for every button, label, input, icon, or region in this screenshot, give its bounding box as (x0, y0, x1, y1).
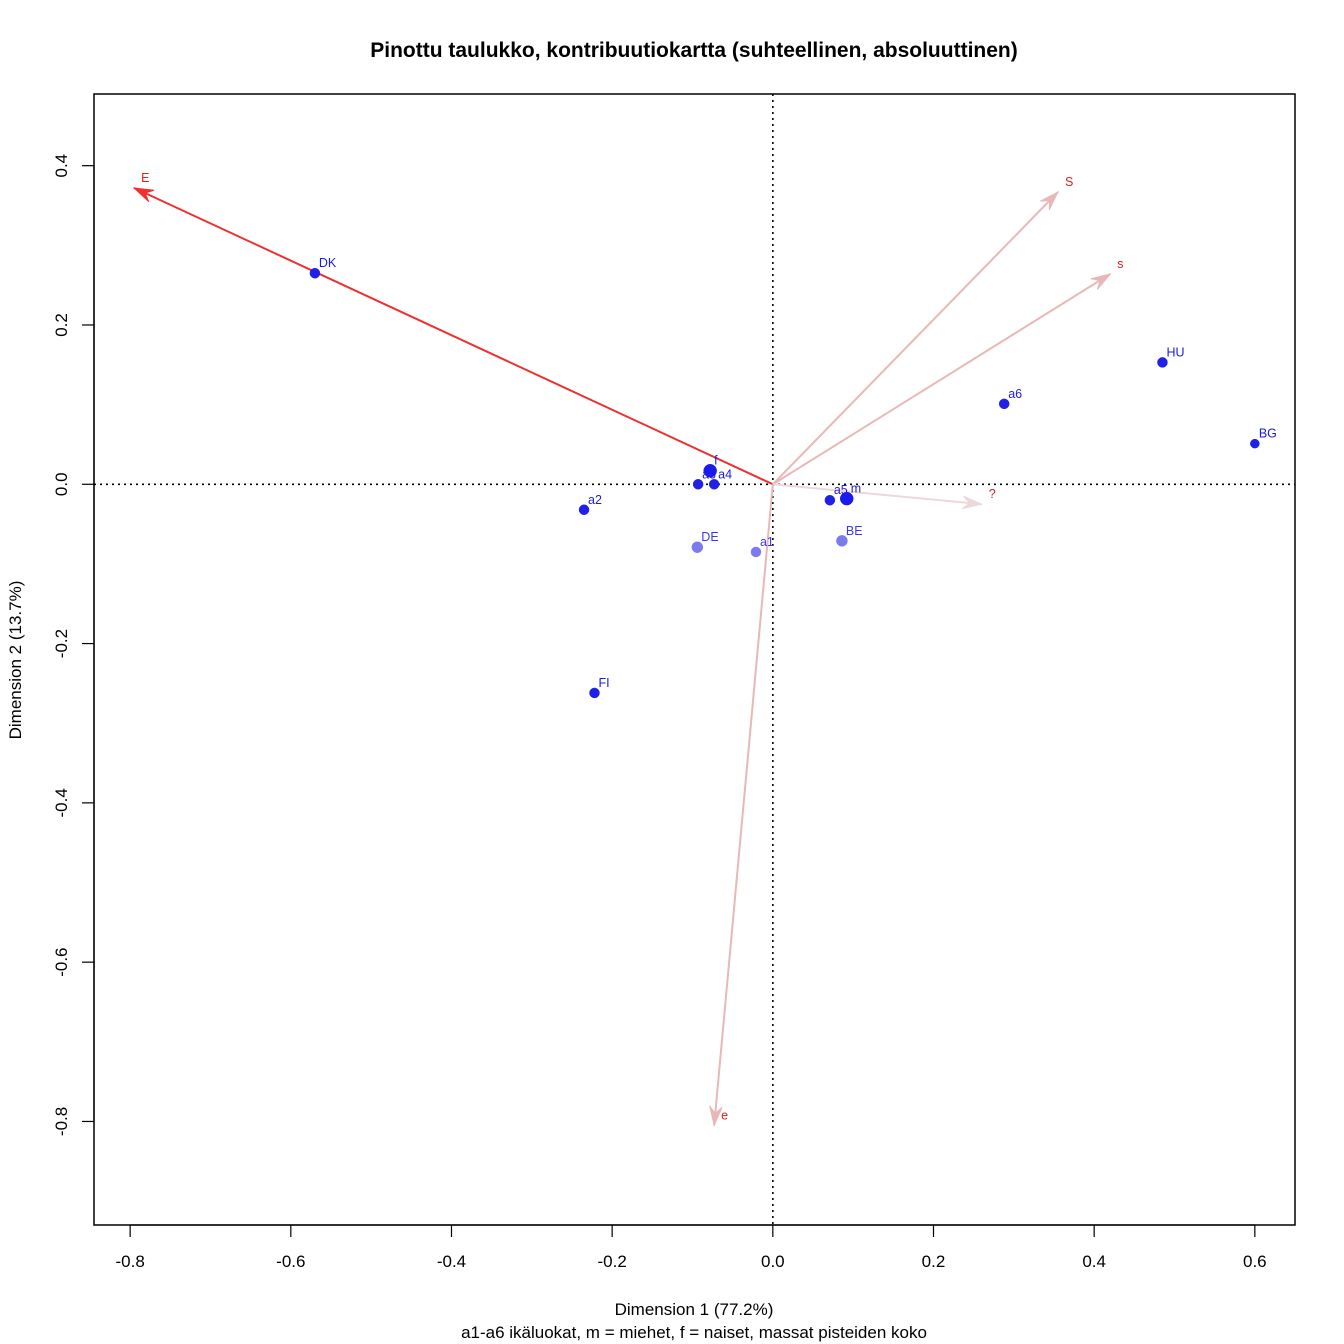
point-label: BE (846, 524, 863, 538)
point-marker (1250, 438, 1260, 449)
y-tick-label: -0.8 (52, 1107, 71, 1136)
arrow-shaft (772, 483, 982, 506)
point-label: BG (1259, 427, 1277, 441)
point-marker (1157, 357, 1168, 368)
y-tick-label: -0.2 (52, 629, 71, 658)
point-BE: BE (836, 524, 863, 547)
point-FI: FI (589, 676, 610, 699)
arrow-head (961, 495, 984, 510)
y-tick-label: -0.4 (52, 788, 71, 817)
point-label: a6 (1008, 387, 1022, 401)
x-tick-label: -0.4 (437, 1252, 466, 1271)
x-tick-label: -0.6 (276, 1252, 305, 1271)
x-axis: -0.8 -0.6 -0.4 -0.2 0.0 0.2 0.4 0.6 (116, 1224, 1267, 1271)
point-marker (703, 463, 717, 478)
point-label: m (851, 482, 861, 496)
point-label: a2 (588, 493, 602, 507)
x-tick-label: -0.2 (598, 1252, 627, 1271)
point-DK: DK (309, 256, 337, 279)
x-tick-label: 0.6 (1243, 1252, 1267, 1271)
arrow-shaft (772, 273, 1111, 486)
x-tick-label: -0.8 (116, 1252, 145, 1271)
arrow-label: ? (989, 487, 996, 501)
point-label: a1 (760, 535, 774, 549)
point-label: a3 (702, 467, 716, 481)
arrow-head (709, 1105, 723, 1128)
point-marker (691, 541, 704, 553)
x-axis-label: Dimension 1 (77.2%) (615, 1300, 774, 1319)
arrow-shaft (713, 484, 774, 1126)
point-label: FI (598, 676, 609, 690)
y-tick-label: 0.4 (52, 154, 71, 178)
point-BG: BG (1250, 427, 1277, 449)
point-label: a4 (718, 467, 732, 481)
point-a6: a6 (998, 387, 1022, 410)
y-tick-label: 0.2 (52, 313, 71, 337)
y-axis: -0.8 -0.6 -0.4 -0.2 0.0 0.2 0.4 (52, 154, 95, 1136)
arrow-label: S (1065, 175, 1073, 189)
arrow-shaft (133, 187, 774, 486)
point-marker (578, 504, 590, 516)
point-a2: a2 (578, 493, 602, 516)
point-HU: HU (1157, 345, 1185, 368)
chart-title: Pinottu taulukko, kontribuutiokartta (su… (370, 39, 1018, 62)
arrow-label: s (1117, 257, 1123, 271)
point-label: f (714, 454, 718, 468)
arrow-label: E (141, 171, 149, 185)
point-marker (708, 479, 720, 490)
point-DE: DE (691, 530, 719, 553)
x-tick-label: 0.4 (1082, 1252, 1106, 1271)
arrow-?: ? (772, 483, 996, 510)
arrow-e: e (709, 484, 774, 1128)
arrow-E: E (132, 171, 774, 486)
plot-frame (93, 93, 1296, 1226)
arrow-S: S (772, 175, 1073, 485)
y-tick-label: -0.6 (52, 948, 71, 977)
point-marker (839, 491, 854, 506)
point-marker (589, 687, 600, 699)
point-marker (836, 535, 848, 547)
point-label: DK (319, 256, 337, 270)
arrow-s: s (772, 257, 1123, 486)
point-marker (692, 479, 704, 490)
point-m: m (839, 482, 861, 506)
point-marker (998, 398, 1010, 410)
point-label: HU (1166, 345, 1184, 359)
point-label: DE (701, 530, 718, 544)
arrow-label: e (721, 1108, 728, 1122)
y-axis-label: Dimension 2 (13.7%) (6, 581, 25, 740)
chart-subtitle: a1-a6 ikäluokat, m = miehet, f = naiset,… (461, 1323, 927, 1342)
arrow-head (132, 187, 155, 203)
x-tick-label: 0.2 (922, 1252, 946, 1271)
point-a3: a3 (692, 467, 716, 490)
point-marker (824, 494, 836, 506)
arrow-head (1090, 273, 1112, 290)
point-a1: a1 (750, 535, 774, 558)
y-tick-label: 0.0 (52, 472, 71, 496)
x-tick-label: 0.0 (761, 1252, 785, 1271)
point-marker (309, 267, 321, 279)
arrow-head (1040, 190, 1060, 211)
point-a4: a4 (708, 467, 732, 490)
point-marker (750, 546, 762, 558)
point-f: f (703, 454, 718, 478)
arrow-shaft (772, 191, 1059, 485)
